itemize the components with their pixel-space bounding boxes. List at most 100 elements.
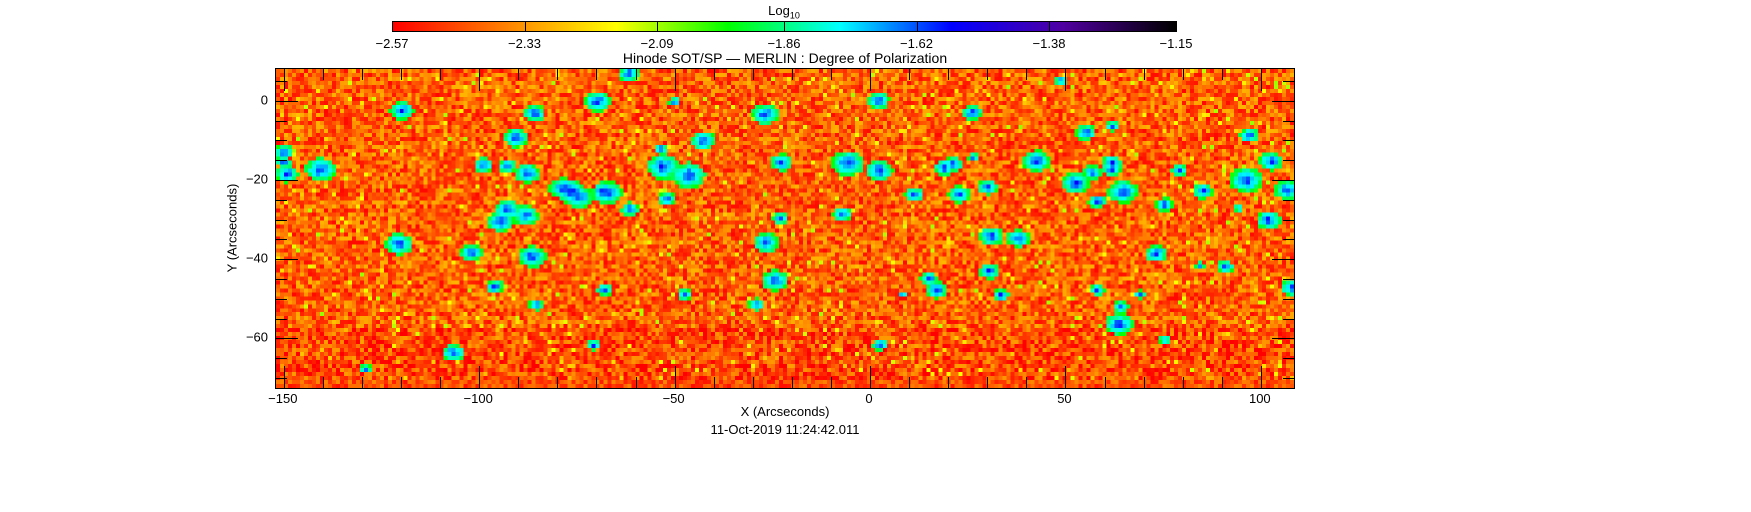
y-tick [1272,259,1294,261]
x-tick [440,377,442,388]
x-tick [596,69,598,80]
y-axis-label: Y (Arcseconds) [224,183,240,273]
y-tick [1283,80,1294,82]
y-tick [276,219,287,221]
colorbar-tick [916,21,918,32]
x-tick-label: 0 [865,391,873,406]
x-tick [791,69,793,80]
colorbar-title-subscript: 10 [789,10,800,21]
x-tick [1065,366,1067,388]
x-tick [987,377,989,388]
x-tick [791,377,793,388]
x-tick [401,377,403,388]
x-tick [635,69,637,80]
x-tick [1182,377,1184,388]
colorbar-tick-label: −1.62 [900,36,933,51]
y-tick [1283,120,1294,122]
x-tick [361,69,363,80]
x-tick-label: 50 [1057,391,1072,406]
x-tick [479,366,481,388]
y-tick [276,239,287,241]
colorbar-tick-label: −1.86 [767,36,801,51]
x-tick [674,366,676,388]
x-tick [1143,377,1145,388]
y-tick [1283,239,1294,241]
y-tick [276,140,287,142]
x-tick [1182,69,1184,80]
colorbar-tick [1176,21,1177,32]
x-tick [713,377,715,388]
y-tick [276,120,287,122]
colorbar-title-text: Log [768,3,790,18]
colorbar-title: Log10 [768,3,800,21]
x-tick [909,377,911,388]
x-tick [557,377,559,388]
x-tick [870,69,872,91]
y-tick-label: 0 [260,92,268,108]
y-tick [276,80,287,82]
y-tick-label: −60 [245,329,268,345]
x-tick-label: 100 [1248,391,1271,406]
y-tick [1283,298,1294,300]
x-tick [1221,377,1223,388]
x-tick [322,377,324,388]
x-tick [870,366,872,388]
y-tick [1283,378,1294,380]
x-tick [1104,377,1106,388]
colorbar-tick [784,21,785,32]
y-tick [1272,179,1294,181]
colorbar-tick-label: −1.15 [1159,36,1193,51]
x-tick [1221,69,1223,80]
timestamp: 11-Oct-2019 11:24:42.011 [710,422,860,437]
colorbar-tick-label: −2.33 [508,36,541,51]
colorbar-tick [657,21,658,32]
y-tick [276,259,298,261]
x-tick-label: −100 [463,391,493,406]
x-tick [1143,69,1145,80]
x-tick [1026,69,1028,80]
y-tick [1283,219,1294,221]
y-tick [1283,358,1294,360]
y-tick [276,179,298,181]
x-tick [322,69,324,80]
y-tick [276,298,287,300]
colorbar-tick [1049,21,1050,32]
y-tick [276,199,287,201]
colorbar-tick-label: −1.38 [1032,36,1066,51]
chart-title: Hinode SOT/SP — MERLIN : Degree of Polar… [622,50,948,66]
x-tick-label: −150 [268,391,298,406]
x-tick [1260,366,1262,388]
x-tick [713,69,715,80]
y-tick [1283,140,1294,142]
y-tick [276,160,287,162]
x-tick [1260,69,1262,91]
y-tick [1272,100,1294,102]
x-tick [596,377,598,388]
x-tick [987,69,989,80]
x-tick [361,377,363,388]
y-tick [276,378,287,380]
y-tick-label: −40 [245,250,268,266]
x-tick [1065,69,1067,91]
x-tick [283,69,285,91]
x-tick [674,69,676,91]
y-tick [1283,318,1294,320]
y-tick [1283,279,1294,281]
y-tick [276,318,287,320]
y-tick [1272,338,1294,340]
colorbar-tick-label: −2.57 [375,36,409,51]
x-axis-label: X (Arcseconds) [740,404,830,419]
colorbar-tick [392,21,393,32]
x-tick [635,377,637,388]
x-tick [518,69,520,80]
y-tick [276,100,298,102]
x-tick [401,69,403,80]
x-tick [1026,377,1028,388]
plot-area [275,68,1295,389]
x-tick [283,366,285,388]
y-tick [1283,199,1294,201]
colorbar-tick-label: −2.09 [640,36,674,51]
y-tick [276,338,298,340]
x-tick [1104,69,1106,80]
x-tick [948,69,950,80]
